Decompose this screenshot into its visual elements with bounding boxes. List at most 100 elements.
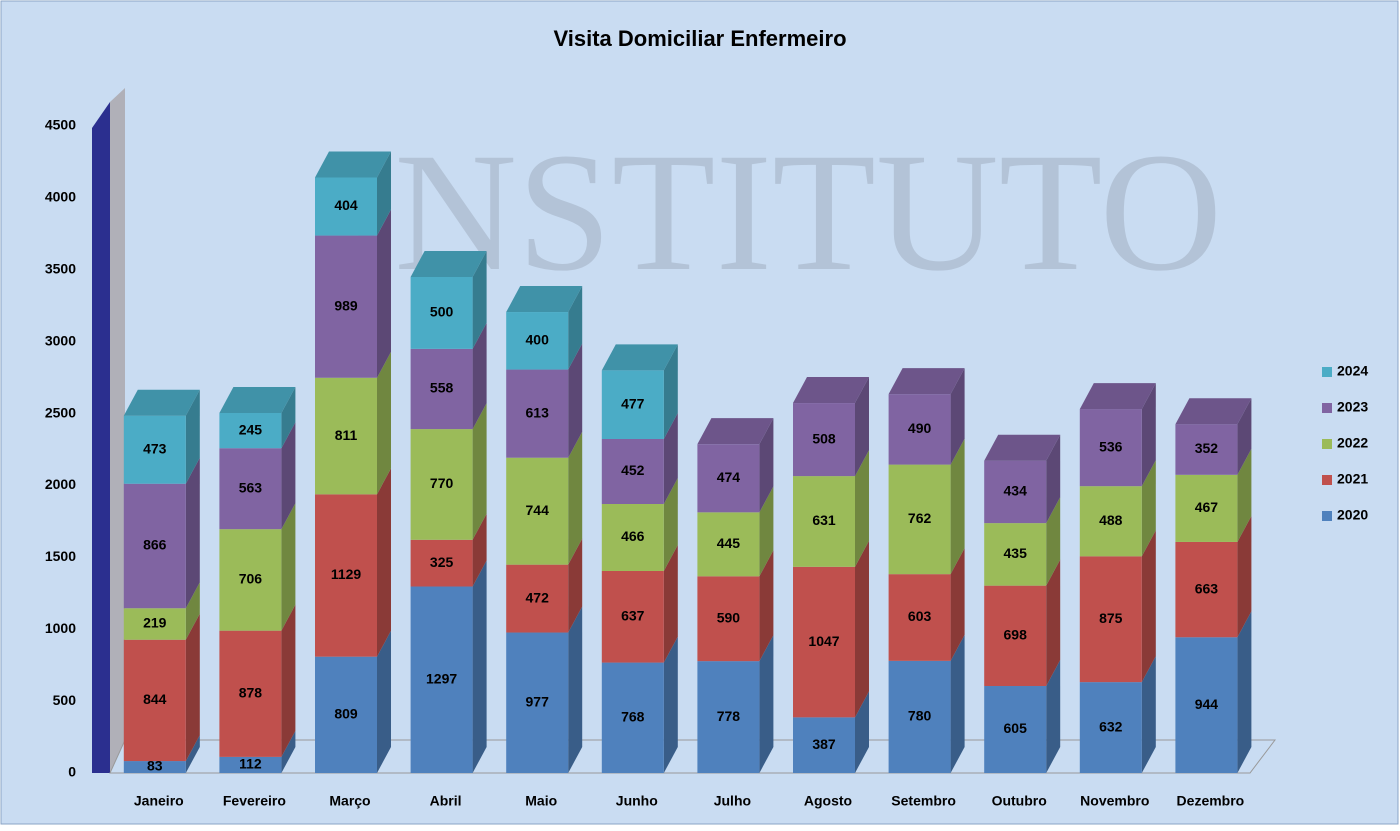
bar-side — [855, 691, 869, 773]
y-tick-label: 500 — [53, 692, 77, 708]
bar — [506, 632, 569, 773]
data-label: 473 — [143, 440, 167, 456]
data-label: 387 — [812, 736, 836, 752]
bar-side — [1046, 559, 1061, 687]
bar — [1079, 409, 1142, 487]
bar-side — [472, 513, 487, 587]
x-tick-label: Dezembro — [1177, 793, 1245, 809]
bar — [793, 476, 855, 567]
y-tick-label: 4000 — [45, 189, 76, 205]
bar — [123, 608, 186, 640]
bar-side — [185, 389, 200, 484]
y-tick-label: 4500 — [45, 117, 76, 133]
data-label: 706 — [239, 571, 263, 587]
data-label: 488 — [1099, 512, 1123, 528]
bar — [410, 539, 473, 587]
bar-side — [759, 418, 774, 513]
bar-side — [281, 503, 296, 631]
x-tick-label: Setembro — [891, 793, 956, 809]
bar-side — [568, 286, 583, 370]
bar — [984, 585, 1047, 687]
bar-side — [663, 477, 678, 571]
bar — [315, 235, 377, 378]
y-tick-label: 2500 — [45, 404, 76, 420]
x-tick-label: Junho — [616, 793, 658, 809]
bar — [601, 439, 664, 504]
bar — [1175, 424, 1238, 475]
bar-top — [123, 389, 200, 416]
bar — [888, 394, 951, 465]
data-label: 352 — [1195, 440, 1219, 456]
floor — [109, 739, 1277, 774]
bar — [410, 348, 473, 430]
bar-side — [472, 250, 487, 349]
bar-side — [1141, 383, 1156, 487]
bar-top — [315, 151, 391, 178]
bar-top — [984, 434, 1061, 461]
bar-side — [1046, 497, 1061, 586]
x-tick-label: Maio — [525, 793, 557, 809]
bar — [123, 761, 186, 773]
bar-side — [185, 613, 200, 762]
x-tick-label: Julho — [714, 793, 751, 809]
bar — [697, 661, 760, 773]
bar — [123, 415, 186, 484]
data-label: 698 — [1004, 627, 1028, 643]
bar-top — [410, 250, 487, 277]
legend-swatch — [1322, 511, 1332, 521]
data-label: 563 — [239, 479, 263, 495]
bar — [506, 312, 569, 370]
bar-side — [855, 540, 869, 718]
bar — [315, 494, 377, 657]
bar — [1079, 556, 1142, 683]
data-label: 500 — [430, 304, 454, 320]
y-tick-label: 2000 — [45, 476, 76, 492]
bar — [793, 403, 855, 477]
x-tick-label: Março — [329, 793, 370, 809]
y-tick-label: 0 — [68, 764, 76, 780]
data-label: 637 — [621, 607, 645, 623]
data-label: 590 — [717, 609, 741, 625]
bar — [1175, 474, 1238, 542]
bar — [506, 564, 569, 633]
bar — [1175, 637, 1238, 773]
data-label: 811 — [335, 427, 358, 443]
bar-side — [1237, 398, 1252, 475]
y-tick-label: 1000 — [45, 620, 76, 636]
data-label: 325 — [430, 554, 454, 570]
bar-top — [506, 286, 583, 313]
bar — [219, 756, 282, 773]
data-label: 445 — [717, 535, 741, 551]
legend-label: 2024 — [1337, 363, 1368, 379]
data-label: 631 — [812, 512, 836, 528]
data-label: 245 — [239, 421, 263, 437]
bar-side — [855, 377, 869, 477]
bar — [697, 576, 760, 662]
wall — [92, 102, 110, 773]
x-tick-label: Outubro — [992, 793, 1047, 809]
data-label: 632 — [1099, 718, 1123, 734]
bar-side — [281, 386, 296, 449]
bar — [315, 656, 377, 773]
bar — [410, 276, 473, 349]
data-label: 400 — [526, 332, 550, 348]
bar-side — [472, 403, 487, 540]
data-label: 467 — [1195, 499, 1219, 515]
legend-label: 2021 — [1337, 471, 1368, 487]
bar-side — [1141, 530, 1156, 683]
bar — [793, 717, 855, 773]
data-label: 768 — [621, 708, 645, 724]
bar — [601, 503, 664, 571]
data-label: 944 — [1195, 696, 1219, 712]
data-label: 466 — [621, 528, 645, 544]
chart-title: Visita Domiciliar Enfermeiro — [553, 26, 846, 51]
bar-side — [377, 351, 391, 495]
bar-side — [377, 630, 391, 773]
bar — [1175, 541, 1238, 638]
bar — [984, 460, 1047, 524]
bar — [601, 662, 664, 773]
bar-side — [759, 550, 774, 662]
data-label: 770 — [430, 475, 454, 491]
y-tick-label: 3500 — [45, 260, 76, 276]
bar — [123, 483, 186, 609]
